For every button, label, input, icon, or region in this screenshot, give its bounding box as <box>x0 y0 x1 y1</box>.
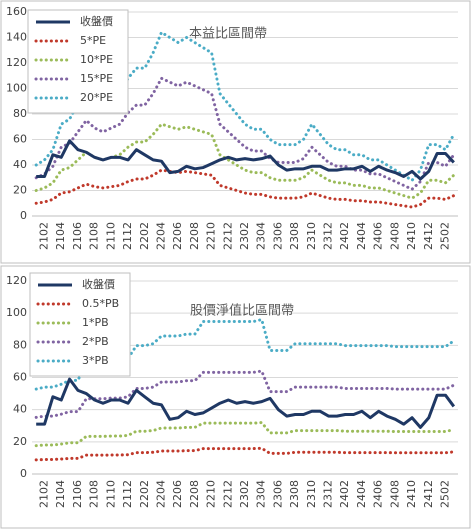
x-tick-label: 2308 <box>288 480 301 508</box>
x-tick-label: 2108 <box>88 222 101 250</box>
x-tick-label: 2404 <box>355 222 368 250</box>
y-tick-label: 100 <box>6 306 27 319</box>
legend-label: 5*PE <box>80 34 106 47</box>
x-tick-label: 2310 <box>305 480 318 508</box>
legend-label: 1*PB <box>82 316 109 329</box>
x-tick-label: 2410 <box>405 480 418 508</box>
chart-title: 股價淨值比區間帶 <box>190 303 294 319</box>
x-tick-label: 2204 <box>154 480 167 508</box>
x-tick-label: 2302 <box>238 222 251 250</box>
x-tick-label: 2104 <box>54 222 67 250</box>
x-tick-label: 2406 <box>372 222 385 250</box>
x-tick-label: 2202 <box>138 480 151 508</box>
x-tick-label: 2110 <box>104 480 117 508</box>
y-tick-label: 20 <box>13 435 27 448</box>
x-tick-label: 2212 <box>221 222 234 250</box>
x-tick-label: 2408 <box>388 222 401 250</box>
series-line <box>34 421 456 448</box>
x-tick-label: 2502 <box>438 480 451 508</box>
x-tick-label: 2208 <box>188 222 201 250</box>
series-line <box>34 369 456 419</box>
x-tick-label: 2306 <box>271 480 284 508</box>
legend-label: 15*PE <box>80 72 113 85</box>
y-tick-label: 120 <box>6 274 27 287</box>
x-tick-label: 2202 <box>138 222 151 250</box>
x-tick-label: 2104 <box>54 480 67 508</box>
series-line <box>34 446 456 462</box>
legend-box <box>29 272 131 377</box>
x-tick-label: 2304 <box>255 480 268 508</box>
legend-label: 收盤價 <box>80 14 113 28</box>
x-tick-label: 2210 <box>205 222 218 250</box>
x-tick-label: 2110 <box>104 222 117 250</box>
x-tick-label: 2304 <box>255 222 268 250</box>
series-line <box>36 377 456 429</box>
y-tick-label: 20 <box>13 184 27 197</box>
y-tick-label: 100 <box>6 82 27 95</box>
y-tick-label: 80 <box>13 338 27 351</box>
x-tick-label: 2106 <box>71 480 84 508</box>
series-line <box>34 76 456 191</box>
x-tick-label: 2412 <box>422 480 435 508</box>
x-tick-label: 2302 <box>238 480 251 508</box>
x-tick-label: 2212 <box>221 480 234 508</box>
series-line <box>34 318 456 391</box>
y-tick-label: 40 <box>13 403 27 416</box>
x-tick-label: 2210 <box>205 480 218 508</box>
x-tick-label: 2204 <box>154 222 167 250</box>
x-tick-label: 2402 <box>338 222 351 250</box>
x-tick-label: 2402 <box>338 480 351 508</box>
x-tick-label: 2308 <box>288 222 301 250</box>
y-tick-label: 140 <box>6 31 27 44</box>
y-tick-label: 160 <box>6 5 27 18</box>
x-tick-label: 2108 <box>88 480 101 508</box>
x-tick-label: 2206 <box>171 480 184 508</box>
y-tick-label: 0 <box>20 467 27 480</box>
x-tick-label: 2206 <box>171 222 184 250</box>
x-tick-label: 2112 <box>121 480 134 508</box>
y-tick-label: 0 <box>20 209 27 222</box>
x-tick-label: 2408 <box>388 480 401 508</box>
legend-label: 收盤價 <box>82 277 115 291</box>
series-line <box>34 168 456 209</box>
legend-label: 3*PB <box>82 354 109 367</box>
y-tick-label: 40 <box>13 158 27 171</box>
x-tick-label: 2102 <box>38 222 51 250</box>
x-tick-label: 2106 <box>71 222 84 250</box>
y-tick-label: 60 <box>13 371 27 384</box>
legend-label: 0.5*PB <box>82 297 119 310</box>
y-tick-label: 120 <box>6 56 27 69</box>
legend-box <box>27 9 129 114</box>
x-tick-label: 2312 <box>322 222 335 250</box>
legend-label: 2*PB <box>82 335 109 348</box>
x-tick-label: 2208 <box>188 480 201 508</box>
x-tick-label: 2412 <box>422 222 435 250</box>
legend-label: 20*PE <box>80 91 113 104</box>
y-tick-label: 60 <box>13 133 27 146</box>
chart-title: 本益比區間帶 <box>189 27 267 42</box>
x-tick-label: 2406 <box>372 480 385 508</box>
x-tick-label: 2410 <box>405 222 418 250</box>
x-tick-label: 2502 <box>438 222 451 250</box>
x-tick-label: 2112 <box>121 222 134 250</box>
series-line <box>36 139 455 181</box>
x-tick-label: 2306 <box>271 222 284 250</box>
x-tick-label: 2102 <box>38 480 51 508</box>
legend-label: 10*PE <box>80 53 113 66</box>
x-tick-label: 2404 <box>355 480 368 508</box>
x-tick-label: 2312 <box>322 480 335 508</box>
y-tick-label: 80 <box>13 107 27 120</box>
x-tick-label: 2310 <box>305 222 318 250</box>
